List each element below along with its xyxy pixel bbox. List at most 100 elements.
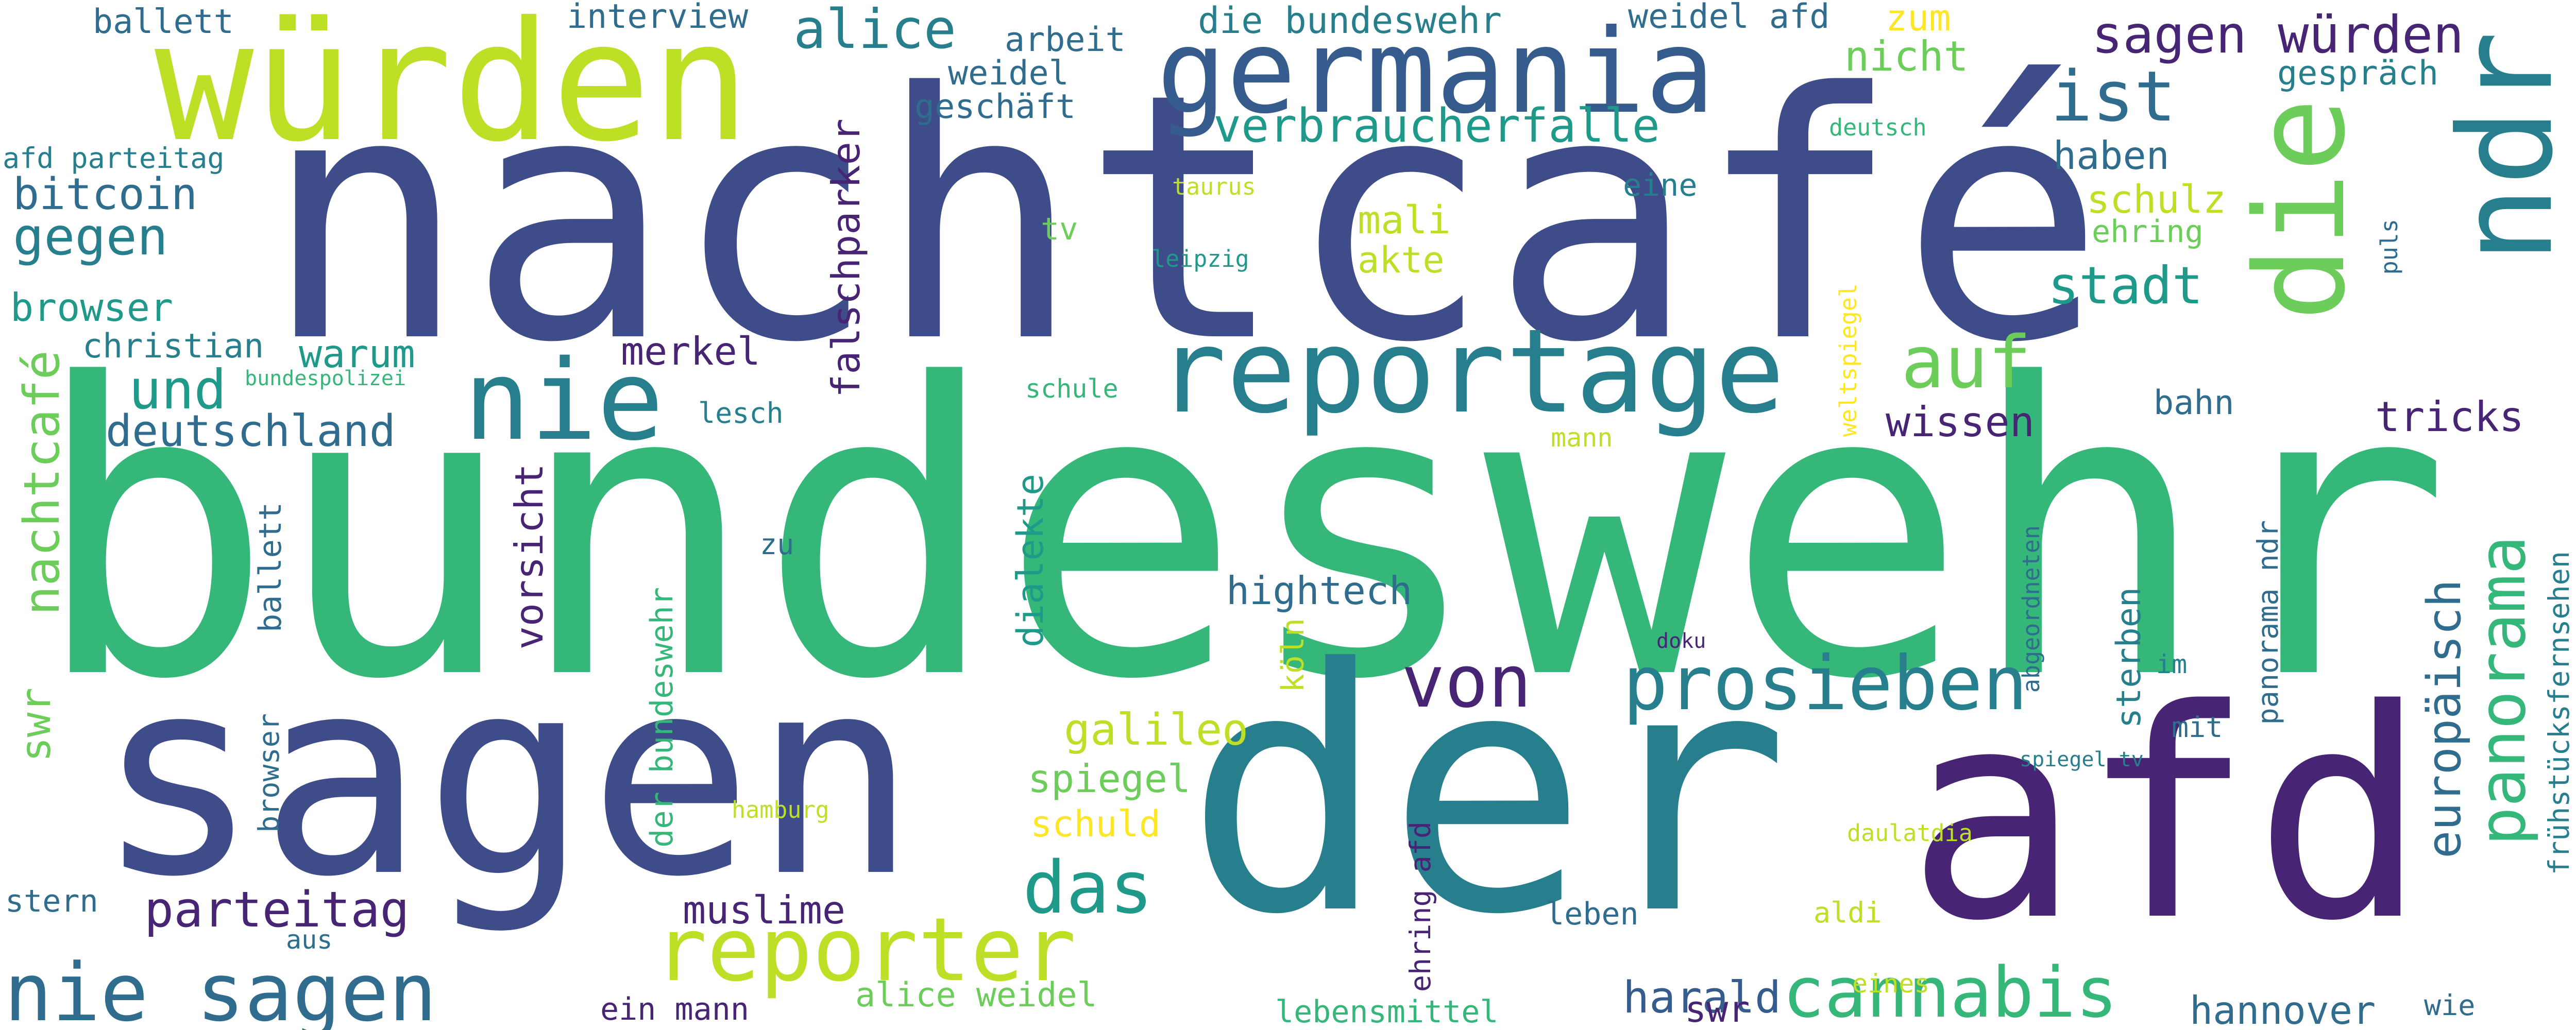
word-interview: interview xyxy=(567,0,749,36)
word-sterben: sterben xyxy=(2110,587,2148,728)
word-leben: leben xyxy=(1546,896,1639,932)
word-das: das xyxy=(1023,846,1153,930)
word-vorsicht: vorsicht xyxy=(506,464,552,650)
word-nachtcafe-vertical: nachtcafé xyxy=(14,350,71,615)
word-weidel-afd: weidel afd xyxy=(1628,0,1830,36)
word-mit: mit xyxy=(2172,711,2223,744)
word-arbeit: arbeit xyxy=(1005,21,1126,59)
word-ballett: ballett xyxy=(93,3,234,41)
word-ein-mann: ein mann xyxy=(600,991,749,1027)
word-reporter: reporter xyxy=(654,899,1076,1001)
word-tv: tv xyxy=(1041,211,1078,247)
word-nachtcafe-large: nachtcafé xyxy=(263,21,2106,417)
word-bahn: bahn xyxy=(2154,384,2234,422)
word-abgeordneten: abgeordneten xyxy=(2018,525,2045,693)
word-lesch: lesch xyxy=(698,397,784,430)
word-mali: mali xyxy=(1358,197,1451,243)
word-koeln: köln xyxy=(1275,618,1311,693)
word-aus: aus xyxy=(286,925,333,955)
word-nie: nie xyxy=(464,336,664,465)
word-ist: ist xyxy=(2050,56,2176,137)
word-zu: zu xyxy=(760,528,794,561)
word-eine: eine xyxy=(1623,167,1698,203)
word-geschaeft: geschäft xyxy=(914,88,1076,126)
word-europaeisch: europäisch xyxy=(2417,579,2471,859)
word-alice: alice xyxy=(793,0,957,61)
word-spiegel-tv: spiegel tv xyxy=(2020,748,2144,771)
word-leipzig: leipzig xyxy=(1151,245,1249,272)
word-stadt: stadt xyxy=(2048,255,2204,316)
word-schuld: schuld xyxy=(1030,803,1161,845)
word-germania: germania xyxy=(1157,5,1715,140)
word-wuerden: würden xyxy=(155,0,750,178)
word-harald: harald xyxy=(1623,972,1782,1023)
word-ballett-vertical: ballett xyxy=(252,502,289,632)
word-der: der xyxy=(1185,598,1790,988)
word-wissen: wissen xyxy=(1886,398,2035,446)
word-deutschland: deutschland xyxy=(106,406,396,457)
word-bundeswehr: bundeswehr xyxy=(32,299,2451,767)
word-muslime: muslime xyxy=(683,887,846,933)
word-daulatdia: daulatdia xyxy=(1847,819,1973,847)
word-fruehstuecksfernsehen: frühstücksfernsehen xyxy=(2543,551,2575,876)
word-deutsch: deutsch xyxy=(1829,114,1927,141)
word-browser-vertical: browser xyxy=(252,713,285,833)
word-stern: stern xyxy=(5,883,98,919)
word-afd: afd xyxy=(1906,648,2428,984)
word-panorama: panorama xyxy=(2465,536,2540,846)
word-sagen-wuerden: sagen würden xyxy=(2092,5,2464,65)
word-warum: warum xyxy=(299,331,415,376)
word-tricks: tricks xyxy=(2375,393,2524,441)
word-ehring: ehring xyxy=(2092,214,2204,250)
word-schule: schule xyxy=(1025,374,1118,404)
word-nicht: nicht xyxy=(1844,32,1969,80)
word-weltspiegel: weltspiegel xyxy=(1835,283,1862,437)
word-swr-left: swr xyxy=(12,688,60,762)
word-christian: christian xyxy=(82,327,264,366)
word-doku: doku xyxy=(1656,629,1706,653)
word-taurus: taurus xyxy=(1172,173,1256,200)
word-die: die xyxy=(2228,98,2372,321)
word-ndr: ndr xyxy=(2431,31,2576,264)
word-auf: auf xyxy=(1901,321,2031,405)
word-verbraucherfalle: verbraucherfalle xyxy=(1213,99,1660,153)
word-puls: puls xyxy=(2376,219,2403,275)
word-eines: eines xyxy=(1852,969,1930,999)
word-hannover: hannover xyxy=(2190,988,2376,1030)
word-gegen: gegen xyxy=(13,207,168,267)
word-cannabis: cannabis xyxy=(1783,952,2118,1030)
word-und: und xyxy=(129,358,227,421)
word-reportage: reportage xyxy=(1157,304,1785,439)
word-im: im xyxy=(2156,649,2188,679)
word-swr-bottom: swr xyxy=(1685,988,1750,1030)
word-zum: zum xyxy=(1886,0,1951,39)
word-merkel: merkel xyxy=(621,329,760,374)
word-akte: akte xyxy=(1358,239,1445,281)
word-die-bundeswehr: die bundeswehr xyxy=(1198,0,1502,42)
word-lebensmittel: lebensmittel xyxy=(1275,994,1499,1030)
word-galileo: galileo xyxy=(1064,705,1249,756)
word-mann: mann xyxy=(1551,423,1613,453)
word-afd-parteitag: afd parteitag xyxy=(3,142,225,175)
word-hightech: hightech xyxy=(1226,568,1413,613)
word-bitcoin: bitcoin xyxy=(13,169,198,220)
word-aldi: aldi xyxy=(1814,896,1882,929)
word-nie-sagen: nie sagen xyxy=(4,946,437,1030)
word-browser: browser xyxy=(10,285,174,330)
word-parteitag: parteitag xyxy=(144,882,410,938)
word-bundespolizei: bundespolizei xyxy=(245,367,406,390)
word-der-bundeswehr: der bundeswehr xyxy=(644,587,680,848)
word-spiegel: spiegel xyxy=(1028,756,1191,801)
word-sagen: sagen xyxy=(95,619,918,936)
word-von: von xyxy=(1401,640,1532,724)
word-panorama-ndr: panorama ndr xyxy=(2251,520,2284,725)
word-falschparker: falschparker xyxy=(823,118,869,398)
word-haben: haben xyxy=(2053,133,2170,178)
word-schulz: schulz xyxy=(2087,177,2226,222)
word-dialekte: dialekte xyxy=(1009,474,1052,648)
word-prosieben: prosieben xyxy=(1623,640,2028,727)
word-weidel: weidel xyxy=(948,54,1069,93)
word-gespraech: gespräch xyxy=(2277,54,2439,93)
word-alice-weidel: alice weidel xyxy=(855,976,1097,1015)
